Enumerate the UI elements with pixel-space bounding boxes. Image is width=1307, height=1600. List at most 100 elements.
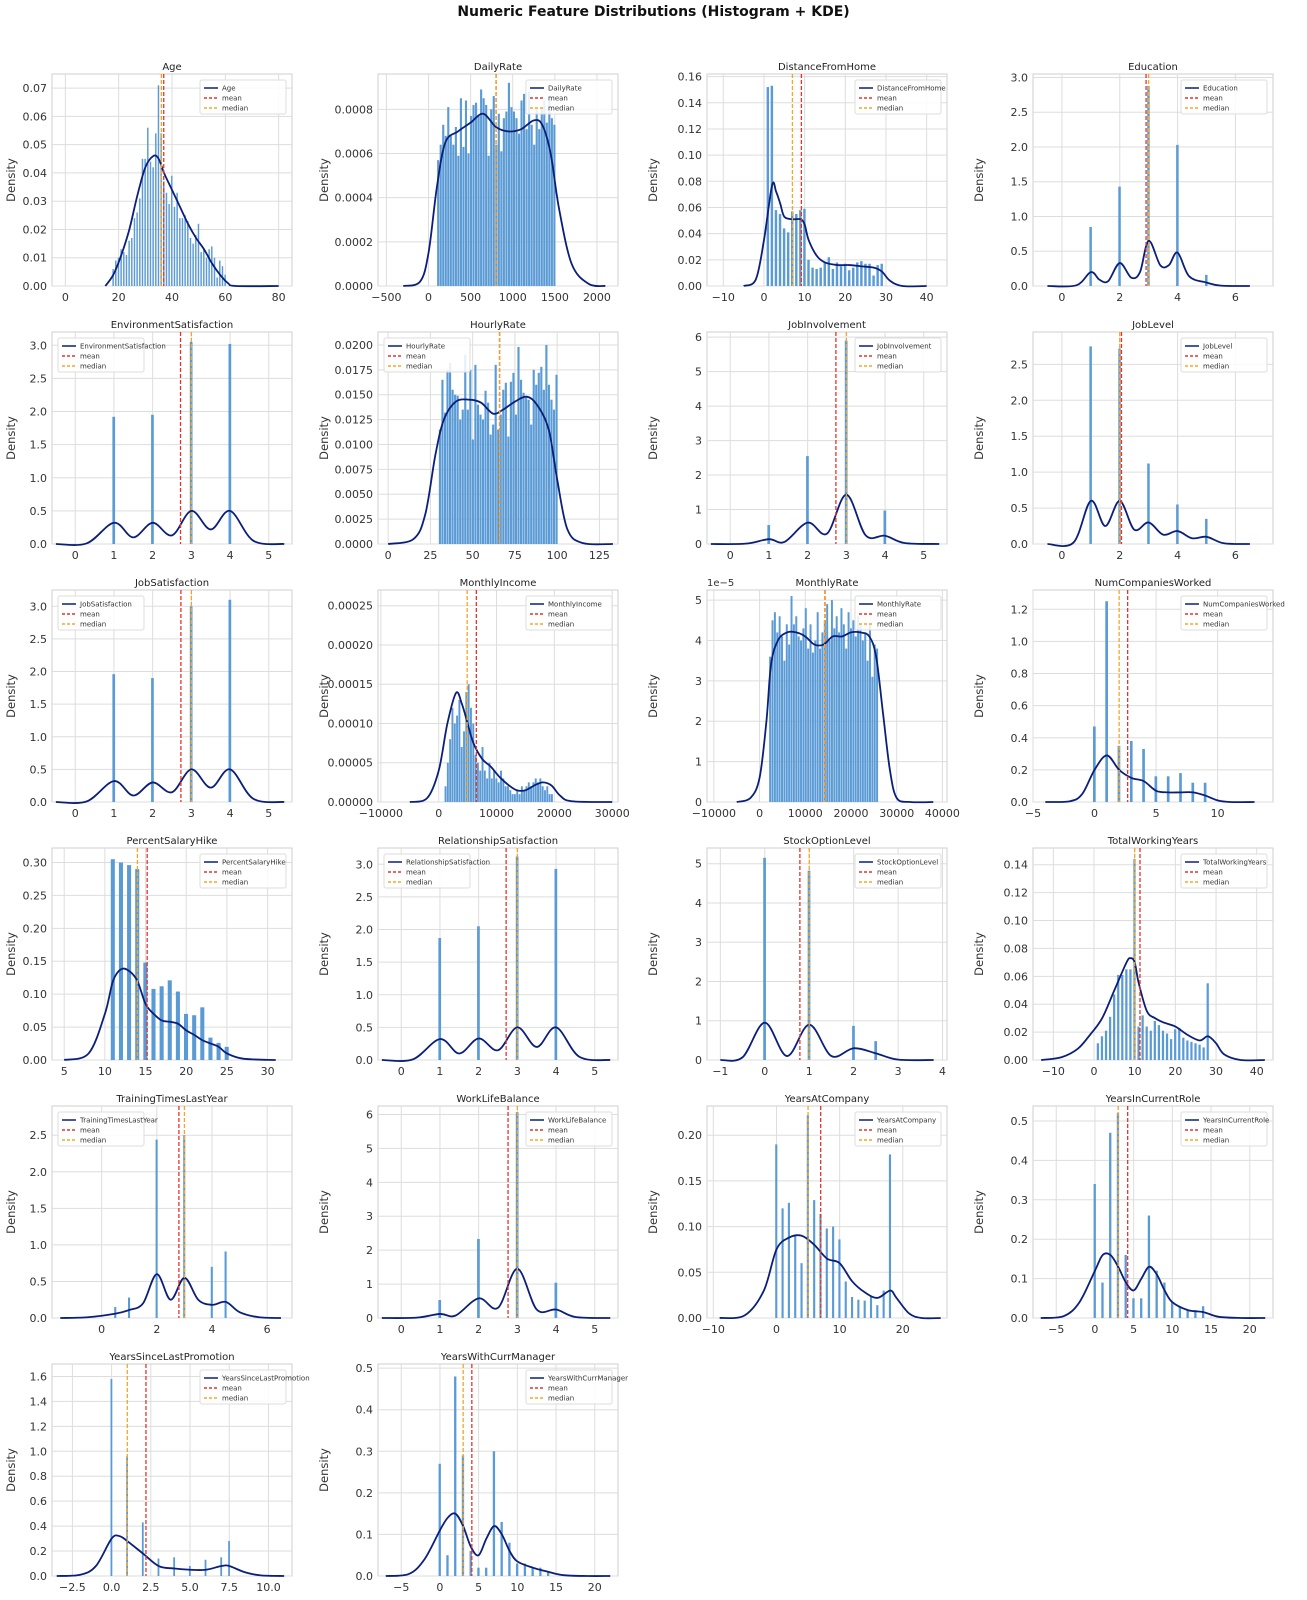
histogram-bar (547, 384, 550, 544)
histogram-bar (1178, 1306, 1182, 1318)
histogram-bar (494, 364, 497, 544)
histogram-bar (554, 868, 558, 1060)
histogram-bar (852, 1025, 855, 1060)
offset-text: 1e−5 (707, 578, 734, 589)
histogram-bar (1142, 749, 1145, 802)
histogram-bar (176, 192, 178, 286)
histogram-bar (479, 414, 482, 544)
y-tick-label: 0.08 (678, 175, 703, 188)
legend-series-label: Education (1203, 85, 1238, 93)
histogram-bar (795, 616, 798, 802)
histogram-bar (1205, 518, 1208, 544)
histogram-bar (512, 372, 515, 544)
legend: YearsWithCurrManager mean median (525, 1369, 628, 1405)
panel-JobSatisfaction: 0 1 2 3 4 5 0.0 0.5 1.0 1.5 2.0 2.5 3.0 JobSatisfacti… (4, 578, 293, 820)
histogram-bar (472, 723, 475, 802)
panel-TrainingTimesLastYear: 0 2 4 6 0.0 0.5 1.0 1.5 2.0 2.5 TrainingTimesLastY… (4, 1094, 293, 1336)
legend: MonthlyIncome mean median (525, 595, 613, 631)
histogram-bar (114, 1307, 117, 1318)
legend-box (1180, 853, 1268, 889)
y-tick-label: 0.07 (23, 82, 48, 95)
y-tick-label: 6 (366, 1108, 373, 1121)
legend-box (199, 79, 287, 115)
legend-box (854, 79, 942, 115)
legend-series-label: YearsWithCurrManager (547, 1375, 628, 1383)
panel-WorkLifeBalance: 0 1 2 3 4 5 0 1 2 3 4 5 6 WorkLifeBalance Density WorkL… (317, 1094, 619, 1336)
legend-series-label: JobSatisfaction (79, 601, 132, 609)
legend: EnvironmentSatisfaction mean median (57, 337, 166, 373)
histogram-bar (173, 206, 176, 286)
histogram-bar (548, 96, 551, 286)
histogram-bar (216, 277, 218, 286)
panel-YearsAtCompany: −10 0 10 20 0.00 0.05 0.10 0.15 0.20 YearsAtCompa… (646, 1094, 948, 1336)
y-tick-label: 2.5 (30, 372, 48, 385)
x-tick-label: 10.0 (256, 1581, 281, 1594)
histogram-bar (500, 770, 502, 802)
legend: StockOptionLevel mean median (854, 853, 942, 889)
y-tick-label: 0.0 (1011, 280, 1029, 293)
legend-box (1180, 595, 1268, 631)
legend-mean-label: mean (406, 869, 426, 877)
histogram-bar (868, 624, 871, 802)
y-tick-label: 1.2 (30, 1420, 48, 1433)
histogram-bar (523, 1563, 527, 1576)
y-tick-label: 0.04 (23, 167, 48, 180)
legend-box (57, 595, 145, 631)
legend-mean-label: mean (1203, 611, 1223, 619)
histogram-bar (1093, 1184, 1096, 1318)
y-tick-label: 0.8 (30, 1470, 48, 1483)
y-tick-label: 0.0 (356, 1054, 374, 1067)
y-tick-label: 2 (366, 1244, 373, 1257)
x-tick-label: −5 (393, 1581, 409, 1594)
y-tick-label: 0.00020 (328, 639, 374, 652)
x-tick-label: 20 (179, 1065, 193, 1078)
panel-title: DistanceFromHome (778, 62, 876, 73)
legend-box (199, 1369, 287, 1405)
histogram-bar (1154, 776, 1158, 802)
histogram-bar (868, 263, 871, 286)
legend-median-label: median (222, 105, 248, 113)
y-tick-label: 2.5 (1011, 358, 1029, 371)
legend-box (854, 1111, 942, 1147)
histogram-bar (545, 122, 548, 286)
histogram-bar (461, 409, 464, 544)
x-tick-label: 1 (436, 1323, 443, 1336)
x-tick-label: 30000 (595, 807, 630, 820)
panel-RelationshipSatisfaction: 0 1 2 3 4 5 0.0 0.5 1.0 1.5 2.0 2.5 3.0 RelationshipS… (317, 836, 619, 1078)
x-tick-label: 1000 (499, 291, 527, 304)
histogram-bar (504, 786, 507, 802)
legend-series-label: TrainingTimesLastYear (79, 1117, 158, 1125)
histogram-bar (448, 362, 452, 544)
y-tick-label: 0 (695, 1054, 702, 1067)
histogram-bar (438, 1463, 441, 1576)
histogram-bar (192, 243, 194, 286)
kde-line (1045, 754, 1255, 804)
x-tick-label: 10000 (479, 807, 514, 820)
y-tick-label: 0.0000 (335, 538, 374, 551)
legend-box (57, 337, 145, 373)
histogram-bar (131, 237, 133, 286)
x-tick-label: 0 (385, 549, 392, 562)
x-tick-label: 4 (1174, 549, 1181, 562)
histogram-bar (860, 261, 863, 286)
histogram-bar (1166, 776, 1170, 802)
histogram-bar (483, 770, 486, 802)
histogram-bar (486, 778, 489, 802)
y-tick-label: 0.10 (678, 149, 703, 162)
histogram-bar (800, 640, 803, 802)
histogram-bar (507, 786, 509, 802)
y-tick-label: 1.2 (1011, 603, 1029, 616)
histogram-bar (816, 612, 819, 802)
legend-series-label: MonthlyRate (877, 601, 921, 609)
histogram-bar (1176, 504, 1179, 544)
histogram-bar (842, 624, 845, 802)
histogram-bar (465, 692, 468, 802)
histogram-bar (1117, 974, 1120, 1060)
histogram-bar (553, 124, 556, 287)
histogram-bar (827, 257, 831, 286)
legend-mean-label: mean (406, 353, 426, 361)
x-tick-label: 0 (1091, 1065, 1098, 1078)
histogram-bar (211, 246, 213, 286)
histogram-bar (452, 144, 455, 286)
panel-title: NumCompaniesWorked (1095, 578, 1212, 589)
